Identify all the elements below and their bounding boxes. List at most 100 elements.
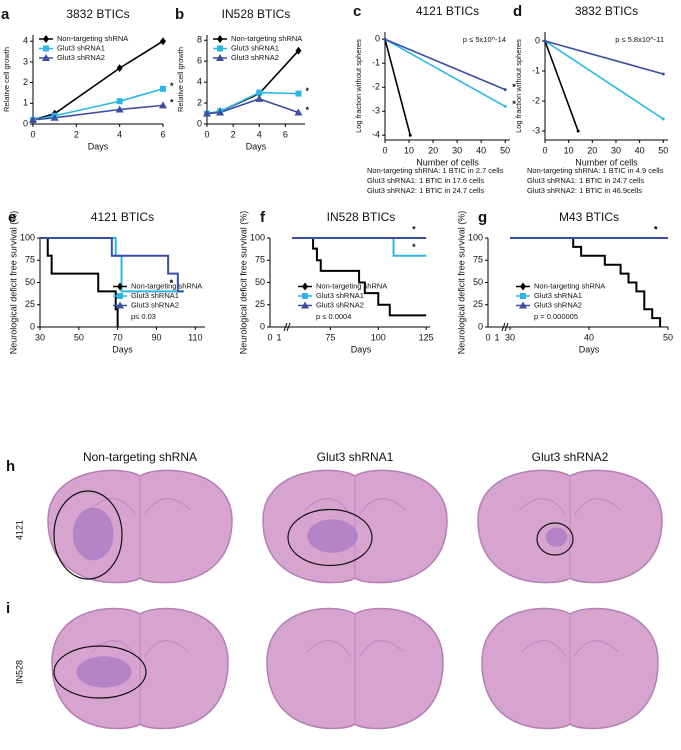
tissue-detail: [518, 478, 622, 576]
y-axis-label: Neurological deficit free survival (%): [8, 211, 18, 355]
marker: [256, 89, 263, 96]
legend-label: Non-targeting shRNA: [534, 281, 605, 290]
x-tick-label: 2: [231, 129, 236, 139]
y-tick-label: 0: [375, 34, 380, 44]
y-tick-label: -3: [372, 106, 380, 116]
series-line: [206, 98, 299, 115]
annotation: p ≤ 5.8x10^-11: [615, 35, 664, 44]
footnote: Glut3 shRNA1: 1 BTIC in 24.7 cells: [527, 176, 644, 185]
x-axis-label: Days: [112, 344, 133, 354]
tumor: [545, 527, 568, 547]
y-tick-label: 2: [23, 77, 28, 87]
tumor-outline: [53, 645, 147, 699]
y-tick-label: 100: [20, 232, 35, 242]
significance-star: *: [305, 86, 309, 96]
row-label: IN528: [14, 660, 24, 684]
legend-label: Glut3 shRNA2: [534, 300, 582, 309]
series-line: [384, 38, 412, 136]
significance-star: *: [170, 81, 174, 91]
significance-star: *: [512, 99, 516, 109]
x-tick-label: 1: [276, 332, 281, 342]
footnote: Glut3 shRNA1: 1 BTIC in 17.6 cells: [367, 176, 484, 185]
x-tick-label: 40: [635, 145, 645, 155]
x-tick-label: 6: [160, 129, 165, 139]
x-tick-label: 30: [611, 145, 621, 155]
legend-label: Non-targeting shRNA: [231, 34, 302, 43]
x-tick-label: 90: [151, 332, 161, 342]
significance-star: *: [412, 224, 416, 234]
y-tick-label: 50: [25, 277, 35, 287]
series-line: [40, 237, 184, 293]
tumor: [72, 507, 114, 561]
marker: [115, 105, 124, 113]
marker: [520, 282, 526, 291]
x-tick-label: 4: [257, 129, 262, 139]
series-line: [544, 40, 579, 132]
y-tick-label: 6: [197, 56, 202, 66]
x-tick-label: 0: [485, 332, 490, 342]
significance-star: *: [305, 105, 309, 115]
point: [408, 133, 412, 137]
y-tick-label: -2: [372, 82, 380, 92]
marker: [50, 113, 59, 121]
panel-letter: c: [353, 3, 361, 20]
row-label: 4121: [14, 520, 24, 540]
tissue-detail: [521, 616, 619, 722]
x-tick-label: 10: [404, 145, 414, 155]
y-tick-label: -3: [532, 125, 540, 135]
series-line: [384, 38, 506, 91]
x-axis-label: Number of cells: [575, 157, 638, 167]
x-tick-label: 30: [35, 332, 45, 342]
y-tick-label: -1: [532, 65, 540, 75]
x-tick-label: 0: [382, 145, 387, 155]
annotation: p≤ 0.03: [131, 312, 156, 321]
footnote: Non-targeting shRNA: 1 BTIC in 2.7 cells: [367, 166, 504, 175]
significance-star: *: [654, 224, 658, 234]
y-tick-label: -2: [532, 95, 540, 105]
y-tick-label: -4: [372, 130, 380, 140]
marker: [116, 98, 123, 105]
marker: [29, 115, 37, 123]
panel-letter: b: [175, 6, 184, 23]
significance-star: *: [412, 242, 416, 252]
x-tick-label: 6: [283, 129, 288, 139]
axis-break: [501, 322, 509, 332]
annotation: p ≤ 0.0004: [316, 312, 351, 321]
chart-title: 4121 BTICs: [91, 210, 154, 224]
marker: [159, 101, 167, 109]
x-axis-label: Days: [88, 141, 109, 151]
y-tick-label: 100: [468, 232, 483, 242]
x-tick-label: 50: [74, 332, 84, 342]
point: [383, 37, 387, 41]
significance-star: *: [170, 278, 174, 288]
x-tick-label: 100: [371, 332, 386, 342]
x-tick-label: 0: [542, 145, 547, 155]
series-line: [292, 237, 427, 317]
y-axis-label: Neurological deficit free survival (%): [238, 211, 248, 355]
panel: b IN528 BTICs 0 2 4 6 8 0 2 4 6 Days Relative cell g…: [175, 6, 309, 151]
x-tick-label: 70: [113, 332, 123, 342]
marker: [255, 94, 264, 102]
marker: [519, 301, 527, 309]
y-tick-label: 4: [23, 36, 28, 46]
x-axis-label: Number of cells: [416, 157, 479, 167]
legend-label: Glut3 shRNA2: [316, 300, 364, 309]
tumor-outline: [287, 508, 373, 567]
y-tick-label: 4: [197, 76, 202, 86]
x-tick-label: 125: [419, 332, 434, 342]
y-tick-label: 2: [197, 97, 202, 107]
marker: [294, 108, 303, 116]
x-axis-label: Days: [351, 344, 372, 354]
point: [661, 117, 665, 121]
marker: [295, 90, 302, 97]
tissue-detail: [91, 616, 189, 722]
y-axis-label: Neurological deficit free survival (%): [456, 211, 466, 355]
significance-star: *: [512, 82, 516, 92]
marker: [302, 282, 308, 291]
marker: [302, 293, 308, 299]
y-tick-label: 50: [255, 277, 265, 287]
marker: [160, 85, 166, 92]
x-tick-label: 4: [117, 129, 122, 139]
y-tick-label: 75: [255, 255, 265, 265]
